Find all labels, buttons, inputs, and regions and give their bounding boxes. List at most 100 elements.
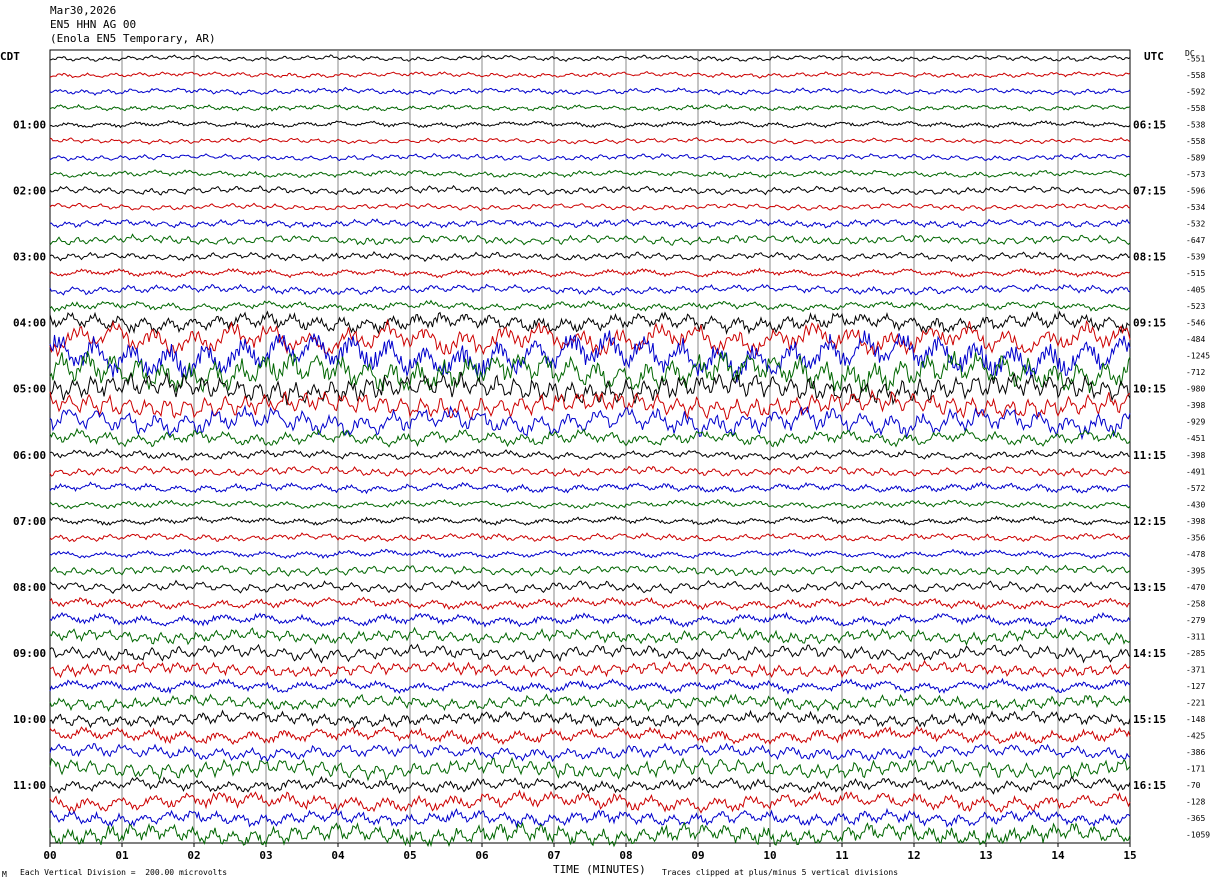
seismic-trace [49,448,1131,462]
dc-offset-label: -365 [1186,814,1205,823]
dc-offset-label: -647 [1186,236,1205,245]
seismic-trace [49,532,1131,543]
seismic-trace [49,310,1131,335]
x-tick-label: 09 [691,849,704,862]
dc-offset-label: -386 [1186,748,1205,757]
x-tick-label: 03 [259,849,272,862]
right-hour-label: 09:15 [1133,317,1166,330]
dc-offset-label: -558 [1186,137,1205,146]
x-tick-label: 04 [331,849,345,862]
left-hour-label: 08:00 [13,581,46,594]
seismic-trace [49,388,1131,421]
dc-offset-label: -1245 [1186,352,1210,361]
left-hour-label: 06:00 [13,449,46,462]
x-tick-label: 12 [907,849,920,862]
plot-frame [49,49,1131,844]
seismic-trace [49,267,1131,279]
dc-offset-label: -425 [1186,732,1205,741]
dc-offset-label: -1059 [1186,831,1210,840]
x-axis-title: TIME (MINUTES) [553,863,646,876]
left-timezone-label: CDT [0,50,20,63]
dc-offset-label: -279 [1186,616,1205,625]
seismic-trace [49,548,1131,560]
dc-offset-label: -491 [1186,467,1205,476]
left-hour-label: 01:00 [13,118,46,131]
right-hour-label: 13:15 [1133,581,1166,594]
left-hour-label: 04:00 [13,317,46,330]
left-hour-label: 03:00 [13,251,46,264]
seismic-trace [49,318,1131,358]
seismic-trace [49,103,1131,112]
right-hour-label: 14:15 [1133,647,1166,660]
seismic-trace [49,86,1131,96]
seismic-trace [49,330,1131,383]
left-hour-label: 02:00 [13,184,46,197]
right-hour-label: 16:15 [1133,779,1166,792]
right-hour-label: 12:15 [1133,515,1166,528]
dc-offset-label: -405 [1186,286,1205,295]
seismic-trace [49,626,1131,647]
seismic-trace [49,233,1131,246]
seismic-trace [49,789,1131,814]
left-hour-label: 05:00 [13,383,46,396]
seismic-trace [49,611,1131,628]
x-tick-label: 08 [619,849,632,862]
seismic-trace [49,299,1131,313]
dc-offset-label: -546 [1186,319,1205,328]
dc-offset-label: -258 [1186,599,1205,608]
dc-offset-label: -356 [1186,533,1205,542]
seismic-trace [49,807,1131,829]
dc-offset-label: -221 [1186,699,1205,708]
channel-id: EN5 HHN AG 00 [50,18,137,31]
station-name: (Enola EN5 Temporary, AR) [50,32,216,45]
dc-offset-label: -539 [1186,253,1205,262]
dc-offset-label: -371 [1186,666,1205,675]
x-tick-label: 07 [547,849,560,862]
dc-offset-label: -398 [1186,517,1205,526]
seismic-trace [49,481,1131,495]
dc-offset-label: -532 [1186,219,1205,228]
dc-offset-label: -148 [1186,715,1205,724]
x-tick-label: 01 [115,849,129,862]
dc-offset-label: -398 [1186,401,1205,410]
x-tick-label: 15 [1123,849,1136,862]
right-timezone-label: UTC [1144,50,1164,63]
seismic-trace [49,725,1131,746]
seismic-trace [49,371,1131,406]
seismic-trace [49,465,1131,478]
dc-offset-label: -285 [1186,649,1205,658]
seismic-trace [49,596,1131,612]
left-hour-label: 07:00 [13,515,46,528]
dc-offset-label: -596 [1186,186,1205,195]
dc-offset-label: -980 [1186,385,1205,394]
left-hour-label: 10:00 [13,713,46,726]
seismic-trace [49,404,1131,441]
dc-offset-label: -451 [1186,434,1205,443]
dc-offset-label: -478 [1186,550,1205,559]
x-tick-label: 02 [187,849,200,862]
x-tick-label: 06 [475,849,489,862]
seismic-trace [49,218,1131,229]
x-tick-label: 05 [403,849,416,862]
seismic-trace [49,564,1131,577]
x-tick-label: 13 [979,849,992,862]
seismic-trace [49,70,1131,79]
dc-offset-label: -398 [1186,451,1205,460]
seismic-trace [49,152,1131,162]
seismic-trace [49,499,1131,510]
dc-offset-label: -171 [1186,765,1205,774]
dc-offset-label: -573 [1186,170,1205,179]
right-hour-label: 10:15 [1133,383,1166,396]
seismic-trace [49,775,1131,795]
dc-offset-header: DC [1185,49,1195,58]
seismic-trace [49,693,1131,713]
dc-offset-label: -712 [1186,368,1205,377]
left-hour-label: 09:00 [13,647,46,660]
dc-offset-label: -538 [1186,120,1205,129]
seismic-trace [49,350,1131,394]
seismic-trace [49,184,1131,196]
recording-date: Mar30,2026 [50,4,117,17]
dc-offset-label: -534 [1186,203,1205,212]
dc-offset-label: -589 [1186,153,1205,162]
dc-offset-label: -523 [1186,302,1205,311]
